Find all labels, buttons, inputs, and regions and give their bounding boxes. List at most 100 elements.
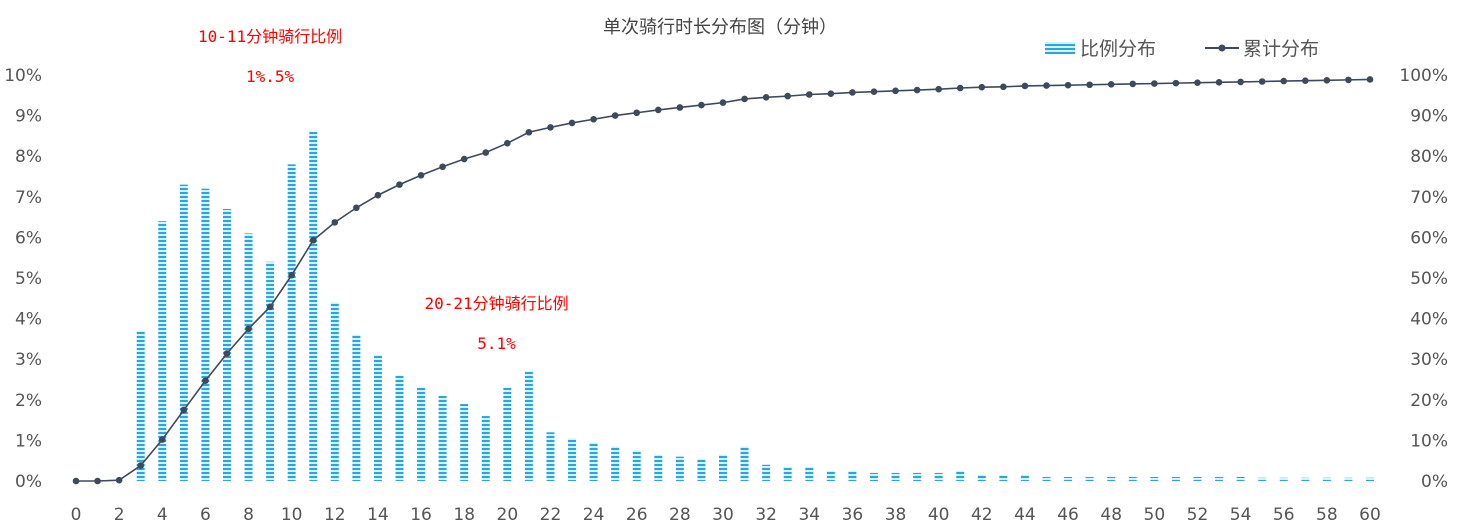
cumulative-point xyxy=(1043,82,1050,89)
y2-tick-label: 10% xyxy=(1410,431,1448,451)
cumulative-point xyxy=(137,462,144,469)
legend-line-dot xyxy=(1218,44,1226,52)
cumulative-point xyxy=(1215,79,1223,86)
bar xyxy=(956,470,965,481)
x-tick-label: 30 xyxy=(712,505,734,525)
bar xyxy=(309,131,318,481)
cumulative-point xyxy=(439,163,446,171)
cumulative-point xyxy=(1151,80,1158,87)
x-tick-label: 32 xyxy=(755,505,777,525)
bar xyxy=(373,355,382,481)
x-tick-label: 20 xyxy=(497,505,519,525)
bar xyxy=(1322,477,1331,481)
x-tick-label: 42 xyxy=(971,505,993,525)
x-tick-label: 54 xyxy=(1230,505,1252,525)
cumulative-point xyxy=(719,99,727,106)
cumulative-point xyxy=(633,109,641,117)
bar-series xyxy=(136,131,1374,482)
cumulative-point xyxy=(676,104,684,111)
x-tick-label: 60 xyxy=(1359,505,1381,525)
x-tick-label: 10 xyxy=(281,505,303,525)
y-tick-label: 3% xyxy=(15,350,42,370)
chart-title: 单次骑行时长分布图（分钟） xyxy=(603,17,837,38)
bar xyxy=(848,470,857,481)
cumulative-point xyxy=(547,124,554,131)
cumulative-point xyxy=(1194,79,1201,87)
x-tick-label: 58 xyxy=(1316,505,1338,525)
y-tick-label: 9% xyxy=(15,107,42,127)
x-tick-label: 0 xyxy=(71,505,82,525)
x-tick-label: 22 xyxy=(540,505,562,525)
y-tick-label: 7% xyxy=(15,188,42,208)
cumulative-point xyxy=(223,350,231,357)
bar xyxy=(1107,476,1116,481)
bar xyxy=(913,472,922,481)
cumulative-point xyxy=(568,119,576,127)
x-tick-label: 50 xyxy=(1144,505,1166,525)
cumulative-point xyxy=(849,89,856,96)
cumulative-point xyxy=(1129,80,1137,88)
bar xyxy=(805,466,814,481)
bar xyxy=(934,472,943,481)
bar xyxy=(1279,477,1288,481)
cumulative-point xyxy=(913,86,921,94)
bar xyxy=(719,454,727,481)
bar xyxy=(1215,476,1224,481)
cumulative-point xyxy=(590,115,597,123)
bar xyxy=(869,472,878,481)
cumulative-point xyxy=(892,87,899,95)
bar xyxy=(503,387,512,481)
y-axis-right: 0% 10% 20% 30% 40% 50% 60% 70% 80% 90% 100% xyxy=(1399,66,1448,492)
bar xyxy=(330,302,339,481)
bar xyxy=(287,164,296,481)
bar xyxy=(1258,477,1267,481)
cumulative-point xyxy=(698,101,705,109)
x-tick-label: 4 xyxy=(157,505,168,525)
x-tick-label: 12 xyxy=(324,505,346,525)
x-tick-label: 2 xyxy=(114,505,125,525)
cumulative-point xyxy=(115,476,123,484)
cumulative-point xyxy=(611,112,619,119)
bar xyxy=(158,221,167,481)
y2-tick-label: 20% xyxy=(1410,391,1448,411)
bar xyxy=(783,466,792,481)
cumulative-point xyxy=(935,85,942,93)
bar xyxy=(568,438,577,481)
x-tick-label: 6 xyxy=(200,505,211,525)
y-tick-label: 1% xyxy=(15,431,42,451)
cumulative-point xyxy=(374,191,382,199)
cumulative-point xyxy=(1021,82,1029,90)
cumulative-point xyxy=(417,171,425,179)
bar xyxy=(1064,476,1073,481)
bar xyxy=(675,456,684,481)
x-tick-label: 8 xyxy=(243,505,254,525)
bar xyxy=(589,442,598,481)
x-tick-label: 14 xyxy=(367,505,389,525)
x-tick-label: 24 xyxy=(583,505,605,525)
annotation-value: 1%.5% xyxy=(246,67,295,86)
legend: 比例分布 累计分布 xyxy=(1045,38,1319,60)
x-tick-label: 26 xyxy=(626,505,648,525)
cumulative-point xyxy=(762,94,770,101)
cumulative-point xyxy=(72,477,80,485)
bar xyxy=(632,450,641,481)
cumulative-point xyxy=(1258,78,1266,85)
y2-tick-label: 0% xyxy=(1421,472,1448,492)
y-tick-label: 8% xyxy=(15,147,42,167)
x-tick-label: 36 xyxy=(842,505,864,525)
annotations: 10-11分钟骑行比例 1%.5% 20-21分钟骑行比例 5.1% xyxy=(198,27,569,353)
cumulative-point xyxy=(1107,81,1115,88)
cumulative-point xyxy=(245,325,252,333)
cumulative-point xyxy=(288,271,295,279)
cumulative-point xyxy=(331,219,339,226)
cumulative-point xyxy=(94,477,101,485)
x-tick-label: 16 xyxy=(410,505,432,525)
bar xyxy=(244,233,253,481)
x-tick-label: 38 xyxy=(885,505,907,525)
bar xyxy=(1171,476,1180,481)
x-tick-label: 28 xyxy=(669,505,691,525)
bar xyxy=(999,474,1008,481)
cumulative-point xyxy=(180,406,188,414)
annotation-title: 10-11分钟骑行比例 xyxy=(198,27,342,46)
bar xyxy=(179,184,188,481)
